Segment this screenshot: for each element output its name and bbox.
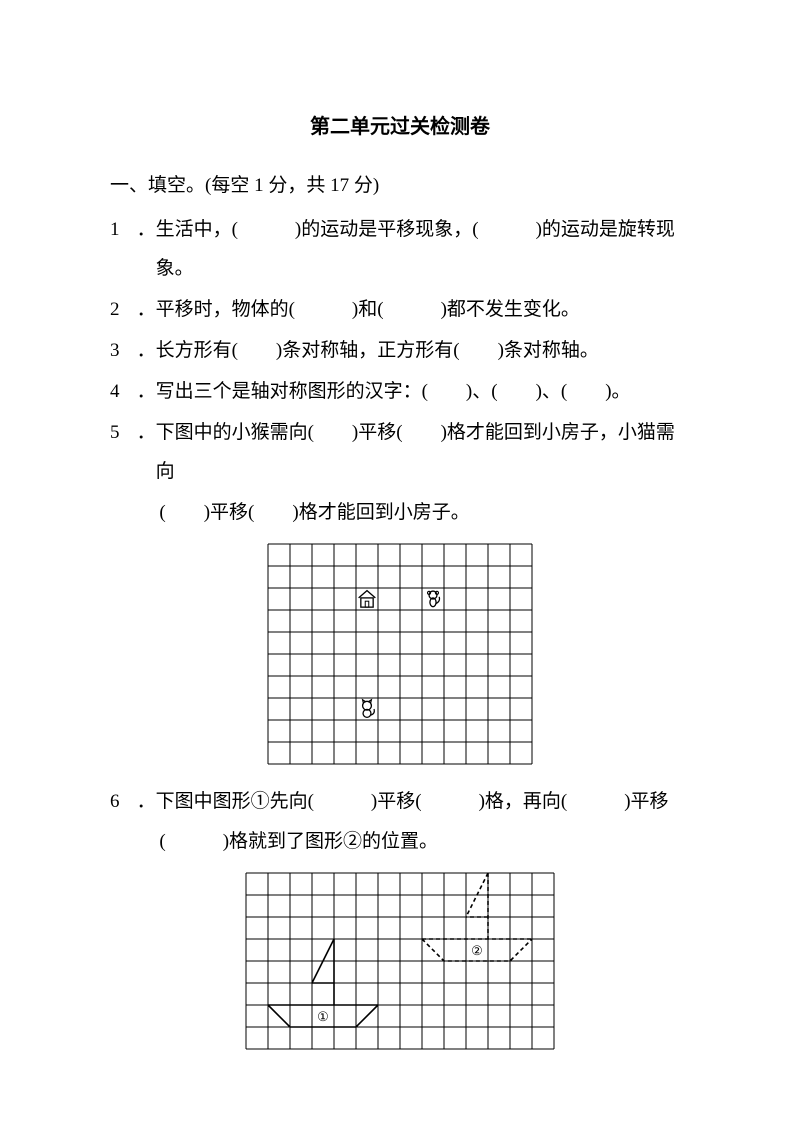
page-title: 第二单元过关检测卷 [110,110,690,139]
question-1: 1．生活中，( )的运动是平移现象，( )的运动是旋转现象。 [110,211,690,289]
question-3-text: 长方形有( )条对称轴，正方形有( )条对称轴。 [156,340,599,361]
grid-q6-wrap: ①② [110,872,690,1050]
svg-text:②: ② [471,943,483,958]
grid-q5 [267,543,533,765]
question-5-text: 下图中的小猴需向( )平移( )格才能回到小房子，小猫需向 [156,422,675,482]
question-3: 3．长方形有( )条对称轴，正方形有( )条对称轴。 [110,332,690,371]
question-1-text: 生活中，( )的运动是平移现象，( )的运动是旋转现象。 [156,219,675,279]
question-2-text: 平移时，物体的( )和( )都不发生变化。 [156,299,580,320]
question-5-cont: ( )平移( )格才能回到小房子。 [110,494,690,533]
question-4-text: 写出三个是轴对称图形的汉字：( )、( )、( )。 [156,381,631,402]
question-6: 6．下图中图形①先向( )平移( )格，再向( )平移 [110,783,690,822]
question-4: 4．写出三个是轴对称图形的汉字：( )、( )、( )。 [110,373,690,412]
question-6-text: 下图中图形①先向( )平移( )格，再向( )平移 [156,791,669,812]
svg-text:①: ① [317,1009,329,1024]
grid-q6: ①② [245,872,555,1050]
section-heading-1: 一、填空。(每空 1 分，共 17 分) [110,167,690,205]
grid-q5-wrap [110,543,690,765]
question-6-cont: ( )格就到了图形②的位置。 [110,823,690,862]
question-2: 2．平移时，物体的( )和( )都不发生变化。 [110,291,690,330]
question-5: 5．下图中的小猴需向( )平移( )格才能回到小房子，小猫需向 [110,414,690,492]
